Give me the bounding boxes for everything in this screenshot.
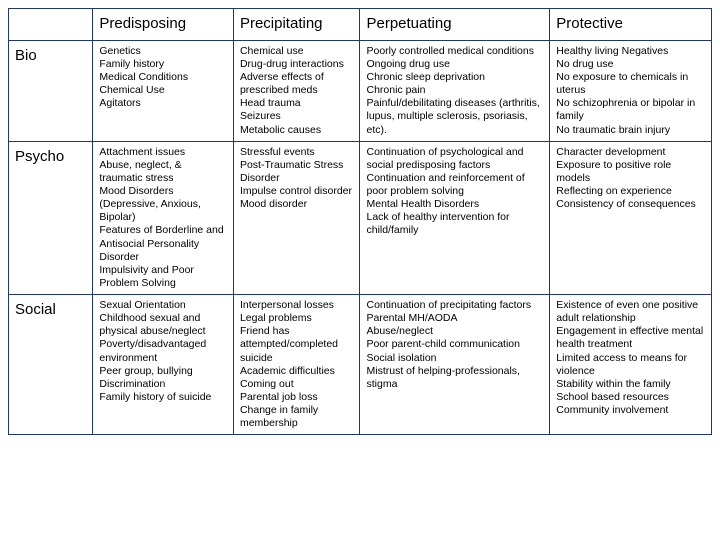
cell-psycho-perpetuating: Continuation of psychological and social… [360, 141, 550, 294]
cell-bio-predisposing: GeneticsFamily historyMedical Conditions… [93, 40, 234, 141]
row-header-social: Social [9, 295, 93, 435]
cell-bio-precipitating: Chemical useDrug-drug interactionsAdvers… [233, 40, 360, 141]
col-header-precipitating: Precipitating [233, 9, 360, 41]
cell-social-perpetuating: Continuation of precipitating factorsPar… [360, 295, 550, 435]
cell-social-precipitating: Interpersonal lossesLegal problemsFriend… [233, 295, 360, 435]
cell-psycho-precipitating: Stressful eventsPost-Traumatic Stress Di… [233, 141, 360, 294]
cell-psycho-predisposing: Attachment issuesAbuse, neglect, & traum… [93, 141, 234, 294]
col-header-protective: Protective [550, 9, 712, 41]
cell-social-predisposing: Sexual OrientationChildhood sexual and p… [93, 295, 234, 435]
table-row-social: Social Sexual OrientationChildhood sexua… [9, 295, 712, 435]
col-header-perpetuating: Perpetuating [360, 9, 550, 41]
row-header-bio: Bio [9, 40, 93, 141]
row-header-psycho: Psycho [9, 141, 93, 294]
cell-social-protective: Existence of even one positive adult rel… [550, 295, 712, 435]
cell-bio-protective: Healthy living NegativesNo drug useNo ex… [550, 40, 712, 141]
col-header-blank [9, 9, 93, 41]
cell-psycho-protective: Character developmentExposure to positiv… [550, 141, 712, 294]
four-p-matrix-table: Predisposing Precipitating Perpetuating … [8, 8, 712, 435]
col-header-predisposing: Predisposing [93, 9, 234, 41]
table-row-bio: Bio GeneticsFamily historyMedical Condit… [9, 40, 712, 141]
cell-bio-perpetuating: Poorly controlled medical conditionsOngo… [360, 40, 550, 141]
table-header-row: Predisposing Precipitating Perpetuating … [9, 9, 712, 41]
table-row-psycho: Psycho Attachment issuesAbuse, neglect, … [9, 141, 712, 294]
